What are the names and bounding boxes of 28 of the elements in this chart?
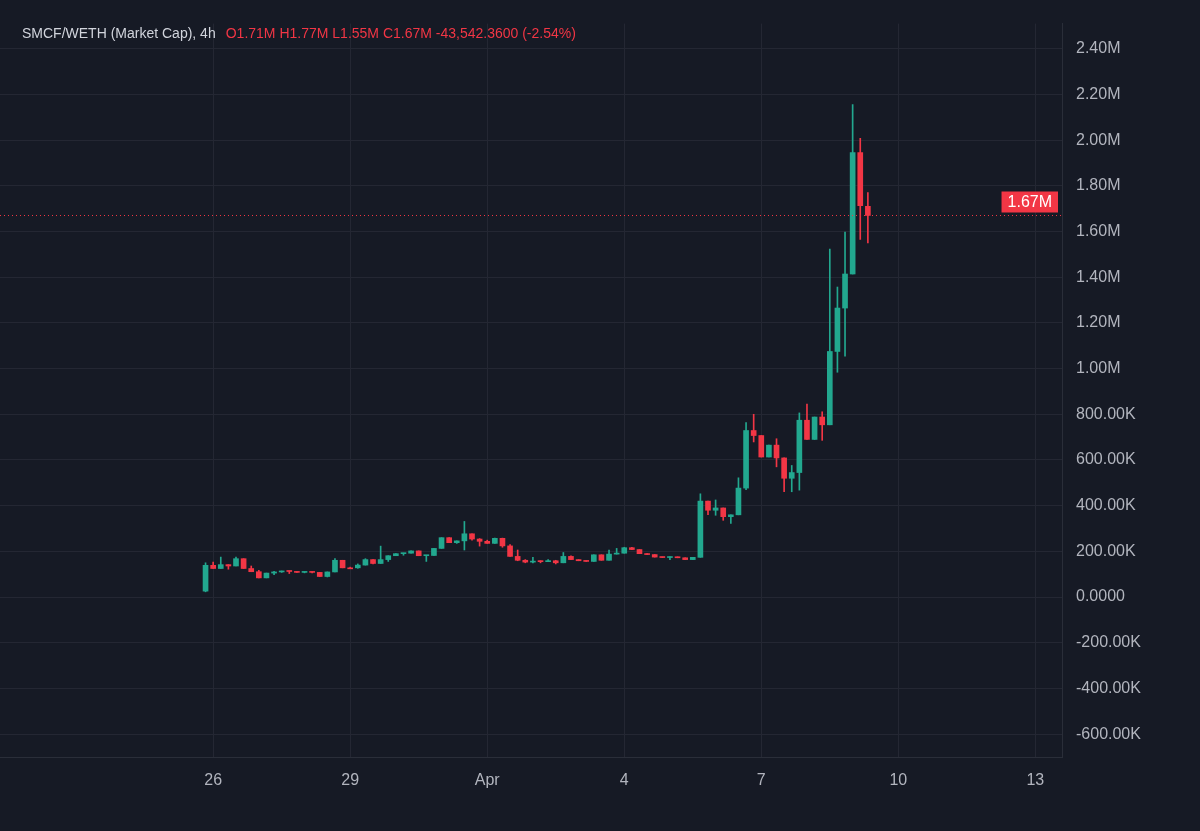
chart-title: SMCF/WETH (Market Cap), 4h <box>22 25 216 41</box>
y-tick-label: 600.00K <box>1076 450 1136 468</box>
ref-line-label: 1.67M <box>1007 192 1052 210</box>
y-tick-label: 2.40M <box>1076 39 1121 57</box>
y-tick-label: 800.00K <box>1076 404 1136 422</box>
y-tick-label: 1.20M <box>1076 313 1121 331</box>
y-tick-label: 2.20M <box>1076 84 1121 102</box>
x-tick-label: 4 <box>619 771 629 789</box>
y-tick-label: -600.00K <box>1076 724 1142 742</box>
annotation: O1.71M H1.77M L1.55M C1.67M -43,542.3600 (-2.54%) <box>225 25 576 41</box>
x-tick-label: Apr <box>474 771 501 789</box>
y-tick-label: 400.00K <box>1076 496 1136 514</box>
y-tick-label: 2.00M <box>1076 130 1121 148</box>
y-tick-label: 200.00K <box>1076 541 1136 559</box>
x-tick-label: 7 <box>756 771 766 789</box>
candlestick <box>423 554 430 562</box>
y-tick-label: 1.80M <box>1076 176 1121 194</box>
y-tick-label: 1.40M <box>1076 267 1121 285</box>
x-tick-label: 13 <box>1026 771 1045 789</box>
y-tick-label: 1.60M <box>1076 221 1121 239</box>
y-tick-label: -400.00K <box>1076 678 1142 696</box>
candlestick <box>819 411 826 441</box>
x-tick-label: 26 <box>204 771 223 789</box>
x-tick-label: 10 <box>889 771 908 789</box>
y-tick-label: -200.00K <box>1076 633 1142 651</box>
x-tick-label: 29 <box>341 771 360 789</box>
y-tick-label: 1.00M <box>1076 359 1121 376</box>
y-tick-label: 0.0000 <box>1076 587 1126 605</box>
